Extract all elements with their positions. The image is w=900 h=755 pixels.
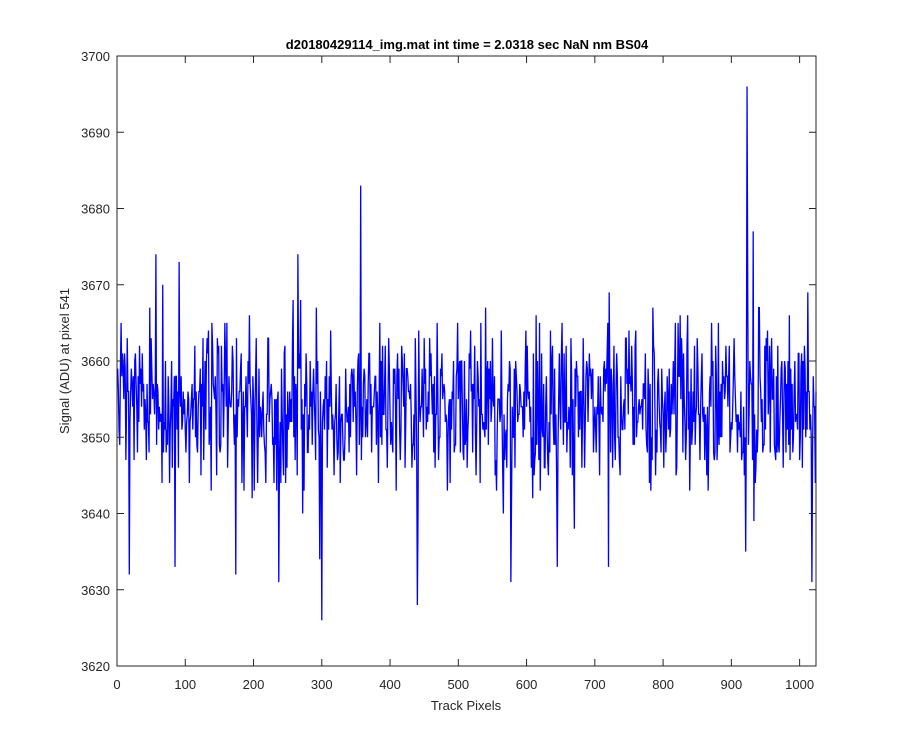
x-tick-label: 800 [652,677,674,692]
y-tick-label: 3680 [81,202,110,217]
series-line [117,86,817,621]
x-tick-label: 400 [379,677,401,692]
chart-title: d20180429114_img.mat int time = 2.0318 s… [286,37,649,52]
x-tick-label: 500 [447,677,469,692]
y-tick-label: 3660 [81,354,110,369]
x-tick-label: 600 [516,677,538,692]
x-axis-title: Track Pixels [431,698,502,713]
y-tick-label: 3670 [81,278,110,293]
x-tick-label: 100 [174,677,196,692]
x-tick-label: 700 [584,677,606,692]
y-tick-label: 3630 [81,583,110,598]
x-tick-label: 300 [311,677,333,692]
y-tick-label: 3700 [81,49,110,64]
y-axis-title: Signal (ADU) at pixel 541 [57,288,72,434]
y-tick-label: 3620 [81,659,110,674]
y-tick-label: 3690 [81,125,110,140]
y-tick-label: 3640 [81,507,110,522]
y-tick-label: 3650 [81,430,110,445]
series-layer [117,86,817,621]
x-tick-label: 1000 [785,677,814,692]
x-tick-label: 0 [113,677,120,692]
x-tick-label: 900 [721,677,743,692]
axes-layer: 0 100 200 300 400 500 600 700 800 900 1000 3620 3630… [81,49,817,692]
x-tick-label: 200 [243,677,265,692]
